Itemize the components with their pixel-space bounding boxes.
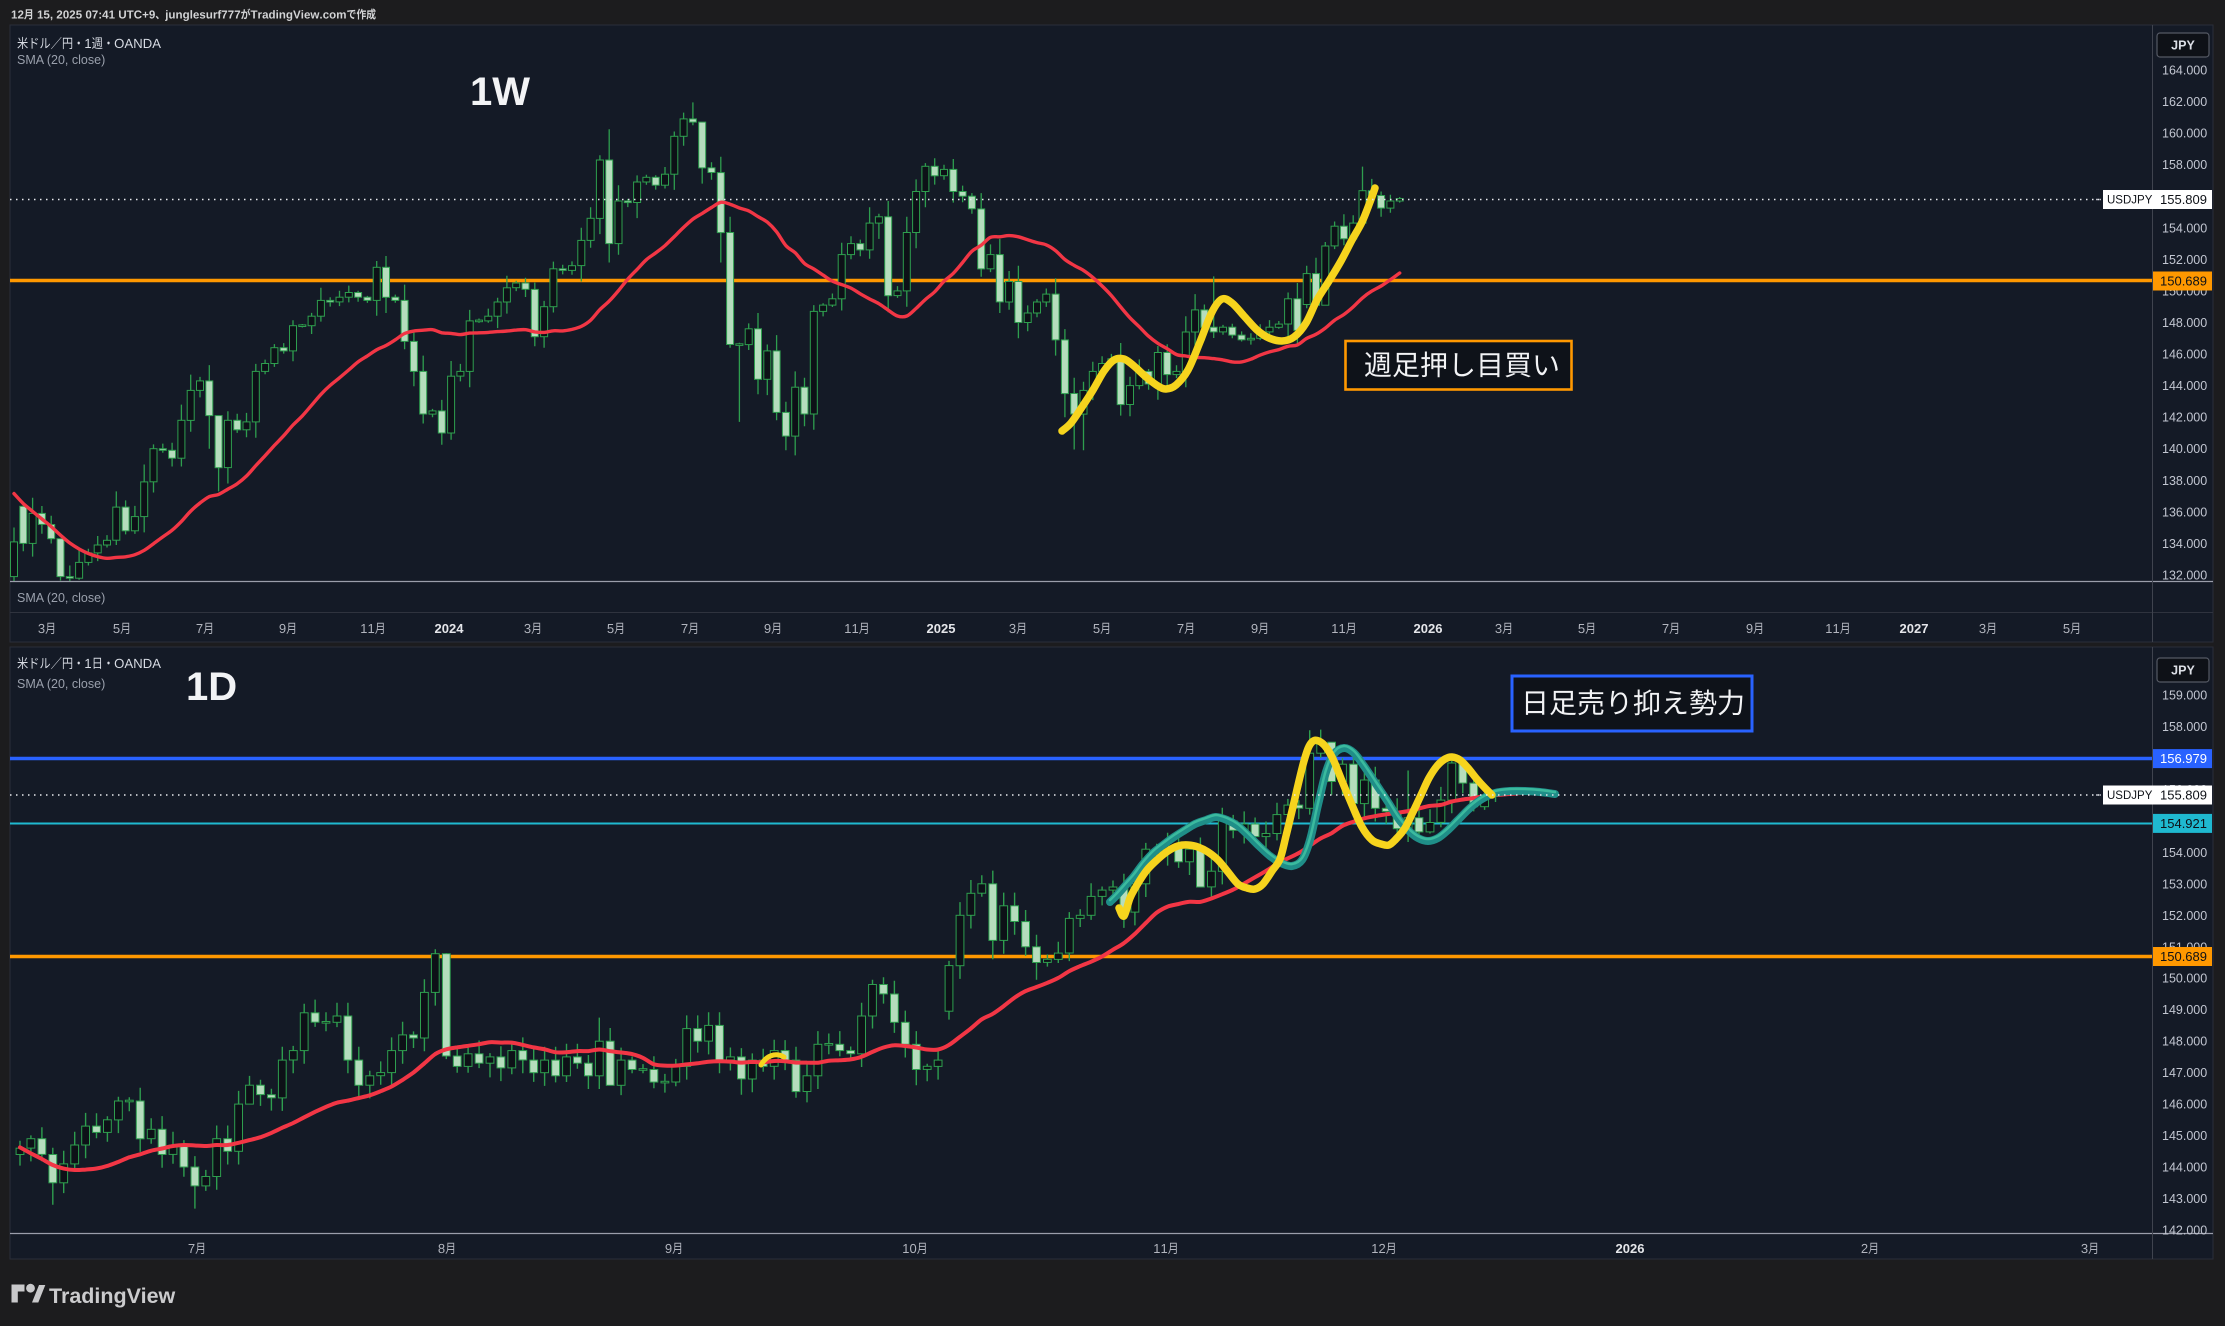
svg-text:138.000: 138.000 — [2162, 474, 2207, 488]
svg-text:158.000: 158.000 — [2162, 720, 2207, 734]
svg-text:2025: 2025 — [927, 621, 956, 636]
svg-text:1D: 1D — [186, 665, 237, 709]
svg-text:136.000: 136.000 — [2162, 505, 2207, 519]
svg-text:144.000: 144.000 — [2162, 379, 2207, 393]
svg-text:150.689: 150.689 — [2160, 274, 2207, 289]
svg-text:140.000: 140.000 — [2162, 442, 2207, 456]
svg-text:1W: 1W — [470, 70, 530, 114]
svg-text:152.000: 152.000 — [2162, 909, 2207, 923]
svg-text:142.000: 142.000 — [2162, 411, 2207, 425]
svg-text:152.000: 152.000 — [2162, 253, 2207, 267]
svg-text:SMA (20, close): SMA (20, close) — [17, 591, 105, 605]
svg-text:SMA (20, close): SMA (20, close) — [17, 53, 105, 67]
svg-text:134.000: 134.000 — [2162, 537, 2207, 551]
svg-text:145.000: 145.000 — [2162, 1129, 2207, 1143]
svg-text:2027: 2027 — [1900, 621, 1929, 636]
svg-text:SMA (20, close): SMA (20, close) — [17, 677, 105, 691]
svg-text:JPY: JPY — [2171, 39, 2195, 53]
svg-text:148.000: 148.000 — [2162, 1035, 2207, 1049]
svg-text:USDJPY: USDJPY — [2107, 195, 2153, 207]
svg-text:153.000: 153.000 — [2162, 877, 2207, 891]
svg-text:147.000: 147.000 — [2162, 1066, 2207, 1080]
svg-text:156.979: 156.979 — [2160, 751, 2207, 766]
svg-text:154.000: 154.000 — [2162, 221, 2207, 235]
svg-text:154.000: 154.000 — [2162, 846, 2207, 860]
svg-text:160.000: 160.000 — [2162, 127, 2207, 141]
svg-text:154.921: 154.921 — [2160, 816, 2207, 831]
svg-text:2026: 2026 — [1616, 1241, 1645, 1256]
svg-text:132.000: 132.000 — [2162, 569, 2207, 583]
svg-text:162.000: 162.000 — [2162, 95, 2207, 109]
svg-text:155.809: 155.809 — [2160, 788, 2207, 803]
svg-text:158.000: 158.000 — [2162, 158, 2207, 172]
svg-text:148.000: 148.000 — [2162, 316, 2207, 330]
svg-text:150.000: 150.000 — [2162, 972, 2207, 986]
svg-text:146.000: 146.000 — [2162, 1098, 2207, 1112]
svg-text:USDJPY: USDJPY — [2107, 790, 2153, 802]
svg-text:159.000: 159.000 — [2162, 689, 2207, 703]
svg-text:TradingView: TradingView — [49, 1284, 176, 1308]
svg-text:149.000: 149.000 — [2162, 1003, 2207, 1017]
svg-text:143.000: 143.000 — [2162, 1192, 2207, 1206]
svg-text:164.000: 164.000 — [2162, 64, 2207, 78]
svg-text:142.000: 142.000 — [2162, 1224, 2207, 1238]
svg-text:150.689: 150.689 — [2160, 949, 2207, 964]
svg-text:2024: 2024 — [435, 621, 465, 636]
svg-text:JPY: JPY — [2171, 664, 2195, 678]
svg-text:2026: 2026 — [1414, 621, 1443, 636]
svg-text:144.000: 144.000 — [2162, 1161, 2207, 1175]
svg-text:155.809: 155.809 — [2160, 192, 2207, 207]
svg-text:146.000: 146.000 — [2162, 348, 2207, 362]
